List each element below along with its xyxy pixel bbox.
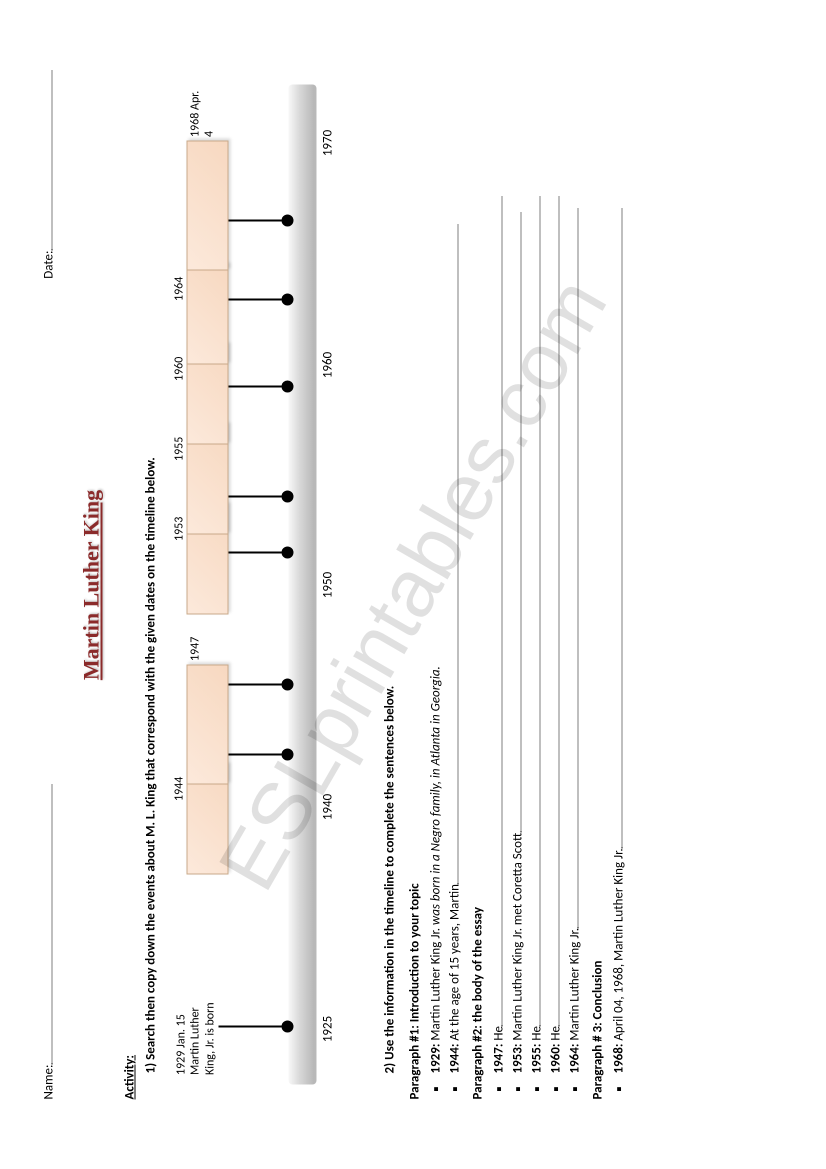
event-box[interactable] (186, 141, 228, 271)
event-year: 1968 Apr. 4 (188, 85, 216, 137)
date-field[interactable]: Date: (40, 70, 56, 278)
marker-line (228, 754, 281, 756)
date-blank[interactable] (40, 70, 52, 250)
list-item: 1947: He (489, 70, 508, 1073)
event-year: 1964 (172, 276, 186, 300)
axis-label: 1925 (320, 1015, 335, 1041)
paragraph-2-head: Paragraph #2: the body of the essay (470, 70, 485, 1099)
list-item: 1929: Martin Luther King Jr. was born in… (426, 70, 445, 1073)
header-row: Name: Date: (40, 70, 56, 1099)
item-year: 1964: (567, 1040, 582, 1073)
axis-label: 1950 (320, 571, 335, 597)
event-box[interactable] (186, 265, 228, 365)
item-year: 1929: (428, 1040, 443, 1073)
item-year: 1953: (510, 1040, 525, 1073)
marker-dot (281, 749, 293, 761)
paragraph-3-head: Paragraph # 3: Conclusion (590, 70, 605, 1099)
paragraph-2-list: 1947: He1953: Martin Luther King Jr. met… (489, 70, 584, 1099)
marker-dot (281, 491, 293, 503)
item-text: April 04, 1968, Martin Luther King Jr. (611, 848, 626, 1040)
item-text: He (548, 1026, 563, 1041)
item-text: He (491, 1026, 506, 1041)
item-italic: was born in a Negro family, in Atlanta i… (428, 666, 443, 928)
event-box[interactable] (186, 665, 228, 785)
activity-label: Activity: (122, 70, 137, 1099)
item-year: 1960: (548, 1040, 563, 1073)
list-item: 1960: He (546, 70, 565, 1073)
paragraph-1-head: Paragraph #1: Introduction to your topic (407, 70, 422, 1099)
marker-dot (281, 1021, 293, 1033)
date-label: Date: (41, 250, 56, 278)
item-year: 1944: (447, 1040, 462, 1073)
item-year: 1947: (491, 1040, 506, 1073)
name-field[interactable]: Name: (40, 784, 56, 1099)
first-event-text: 1929 Jan. 15Martin LutherKing, Jr. is bo… (174, 1002, 217, 1075)
timeline-bar (288, 85, 316, 1085)
axis-label: 1960 (320, 351, 335, 377)
fill-blank[interactable] (448, 224, 458, 884)
fill-blank[interactable] (530, 196, 540, 1026)
axis-label: 1940 (320, 793, 335, 819)
event-year: 1953 (172, 516, 186, 540)
instruction-2: 2) Use the information in the timeline t… (382, 70, 397, 1099)
paragraph-1-list: 1929: Martin Luther King Jr. was born in… (426, 70, 464, 1099)
marker-line (228, 299, 281, 301)
list-item: 1955: He (527, 70, 546, 1073)
item-text: He (529, 1026, 544, 1041)
paragraph-3-list: 1968: April 04, 1968, Martin Luther King… (609, 70, 628, 1099)
fill-blank[interactable] (568, 208, 578, 928)
marker-line (218, 1026, 281, 1028)
event-year: 1944 (172, 776, 186, 800)
list-item: 1944: At the age of 15 years, Martin (445, 70, 464, 1073)
axis-label: 1970 (320, 129, 335, 155)
item-year: 1968: (611, 1040, 626, 1073)
item-text: At the age of 15 years, Martin (447, 884, 462, 1041)
item-text: Martin Luther King Jr. (428, 928, 443, 1041)
marker-line (228, 684, 281, 686)
timeline: 1925 1940 1950 1960 1970 1929 Jan. 15Martin L… (168, 85, 368, 1085)
event-year: 1955 (172, 436, 186, 460)
instruction-1: 1) Search then copy down the events abou… (143, 70, 158, 1099)
marker-line (228, 496, 281, 498)
name-label: Name: (41, 1064, 56, 1099)
fill-blank[interactable] (549, 196, 559, 1026)
fill-blank[interactable] (511, 212, 521, 832)
list-item: 1968: April 04, 1968, Martin Luther King… (609, 70, 628, 1073)
marker-dot (281, 547, 293, 559)
item-text: Martin Luther King Jr. met Coretta Scott (510, 832, 525, 1040)
marker-line (228, 552, 281, 554)
event-year: 1947 (188, 636, 202, 660)
item-text: Martin Luther King Jr. (567, 928, 582, 1041)
marker-dot (281, 215, 293, 227)
worksheet-page: Name: Date: Martin Luther King Activity:… (0, 0, 826, 1169)
page-title: Martin Luther King (78, 70, 104, 1099)
list-item: 1964: Martin Luther King Jr. (565, 70, 584, 1073)
marker-line (228, 220, 281, 222)
event-year: 1960 (172, 356, 186, 380)
essay-template: 2) Use the information in the timeline t… (382, 70, 628, 1099)
list-item: 1953: Martin Luther King Jr. met Coretta… (508, 70, 527, 1073)
fill-blank[interactable] (492, 196, 502, 1026)
fill-blank[interactable] (612, 208, 622, 848)
name-blank[interactable] (40, 784, 52, 1064)
marker-dot (281, 294, 293, 306)
marker-dot (281, 679, 293, 691)
marker-dot (281, 381, 293, 393)
item-year: 1955: (529, 1040, 544, 1073)
marker-line (228, 386, 281, 388)
